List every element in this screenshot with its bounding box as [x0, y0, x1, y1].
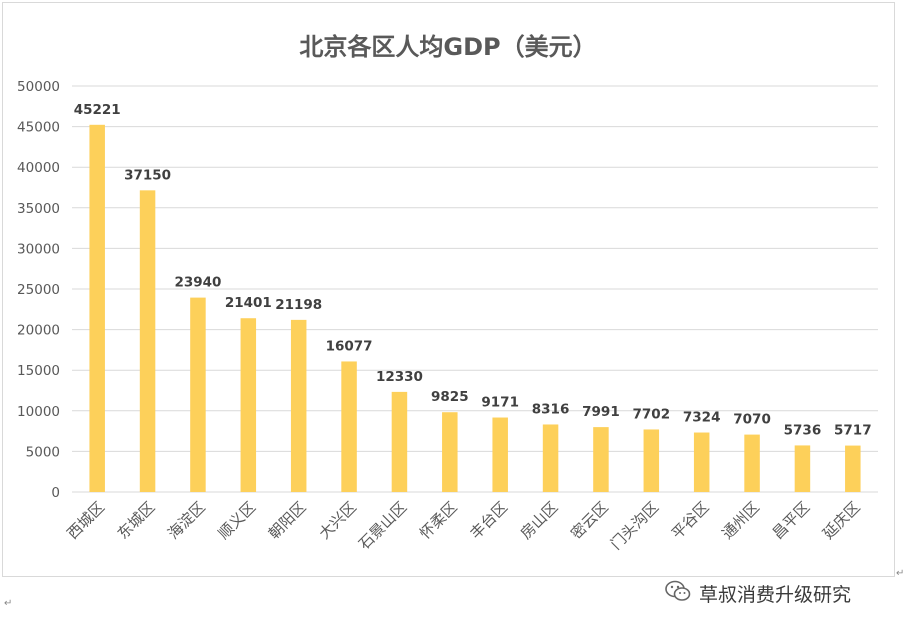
data-label: 45221: [74, 102, 121, 118]
x-tick-label: 房山区: [517, 498, 562, 543]
data-label: 9171: [481, 395, 519, 411]
x-tick-label: 昌平区: [769, 498, 814, 543]
x-tick-label: 延庆区: [819, 498, 864, 543]
bar: [341, 361, 357, 492]
y-tick-label: 40000: [17, 160, 60, 176]
data-label: 7991: [582, 404, 620, 420]
x-tick-label: 顺义区: [215, 498, 260, 543]
bar: [89, 124, 105, 492]
bar: [845, 445, 861, 492]
chart-title: 北京各区人均GDP（美元）: [299, 33, 596, 61]
bar: [542, 424, 559, 492]
bar: [290, 319, 307, 492]
paragraph-mark: ↵: [4, 598, 13, 609]
bar: [693, 432, 710, 492]
gridlines: [72, 85, 878, 493]
data-label: 23940: [174, 275, 221, 291]
y-tick-label: 0: [51, 485, 60, 501]
data-label: 5736: [784, 422, 822, 438]
x-tick-label: 丰台区: [466, 498, 511, 543]
x-tick-label: 通州区: [718, 498, 763, 543]
x-tick-label: 门头沟区: [607, 498, 662, 553]
data-label: 37150: [124, 167, 171, 183]
bar: [794, 445, 811, 492]
bar: [139, 190, 156, 493]
bar: [744, 434, 760, 492]
data-label: 9825: [431, 389, 469, 405]
bar-chart: 北京各区人均GDP（美元） 0 5000 10000 15000 20000 25000 3…: [17, 33, 878, 553]
y-tick-label: 25000: [17, 282, 60, 298]
y-tick-label: 35000: [17, 201, 60, 217]
paragraph-mark: ↵: [896, 568, 905, 579]
y-tick-label: 30000: [17, 241, 60, 257]
data-label: 7324: [683, 410, 721, 426]
data-label: 7070: [733, 412, 771, 428]
x-tick-label: 西城区: [63, 498, 108, 543]
data-label: 8316: [532, 401, 570, 417]
chart-frame: 北京各区人均GDP（美元） 0 5000 10000 15000 20000 25000 3…: [2, 2, 895, 577]
bar: [240, 318, 257, 492]
watermark-text: 草叔消费升级研究: [699, 583, 852, 606]
bar: [643, 429, 660, 492]
bars: [89, 124, 861, 493]
bar: [492, 417, 508, 492]
bar: [442, 412, 458, 492]
y-tick-label: 10000: [17, 404, 60, 420]
bar: [190, 297, 206, 492]
y-tick-label: 15000: [17, 363, 60, 379]
data-label: 21401: [225, 295, 272, 311]
data-label: 5717: [834, 423, 872, 439]
x-tick-label: 海淀区: [164, 498, 209, 543]
data-label: 16077: [326, 338, 373, 354]
bar: [593, 427, 609, 492]
x-tick-label: 东城区: [114, 498, 159, 543]
data-label: 21198: [275, 297, 322, 313]
wechat-icon: [665, 580, 691, 606]
y-tick-label: 45000: [17, 120, 60, 136]
bar: [391, 391, 408, 492]
watermark: 草叔消费升级研究: [665, 578, 851, 608]
data-label: 12330: [376, 369, 423, 385]
x-tick-label: 平谷区: [668, 498, 713, 543]
y-tick-label: 5000: [26, 444, 60, 460]
y-axis-ticks: 0 5000 10000 15000 20000 25000 30000 35000 40000…: [17, 79, 60, 501]
x-tick-label: 怀柔区: [416, 498, 461, 543]
x-tick-label: 密云区: [567, 498, 612, 543]
y-tick-label: 20000: [17, 323, 60, 339]
x-tick-label: 石景山区: [355, 498, 410, 553]
y-tick-label: 50000: [17, 79, 60, 95]
x-tick-label: 大兴区: [315, 498, 360, 543]
x-tick-label: 朝阳区: [265, 498, 310, 543]
data-label: 7702: [633, 406, 671, 422]
